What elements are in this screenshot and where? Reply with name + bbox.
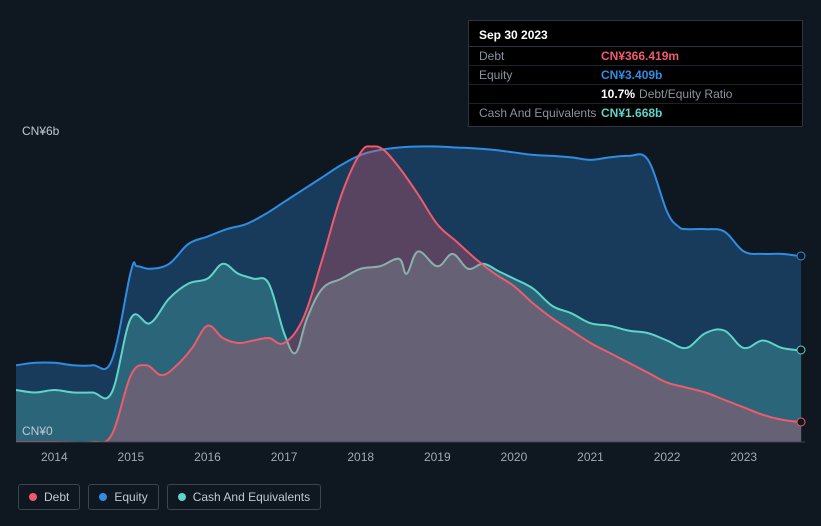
tooltip-row: Cash And EquivalentsCN¥1.668b bbox=[469, 104, 802, 122]
tooltip-row-value: CN¥366.419m bbox=[601, 49, 679, 63]
tooltip-row: 10.7%Debt/Equity Ratio bbox=[469, 85, 802, 104]
x-axis-label: 2023 bbox=[730, 450, 757, 464]
legend-label: Debt bbox=[44, 490, 69, 504]
tooltip-row-label: Equity bbox=[479, 68, 601, 82]
legend-item-debt[interactable]: Debt bbox=[18, 484, 80, 510]
tooltip-row: EquityCN¥3.409b bbox=[469, 66, 802, 85]
tooltip-row-label bbox=[479, 87, 601, 101]
x-axis-label: 2020 bbox=[501, 450, 528, 464]
x-axis-label: 2022 bbox=[654, 450, 681, 464]
tooltip-row-sublabel: Debt/Equity Ratio bbox=[639, 87, 732, 101]
legend-swatch bbox=[99, 493, 107, 501]
legend-swatch bbox=[29, 493, 37, 501]
tooltip-row-label: Debt bbox=[479, 49, 601, 63]
x-axis-label: 2018 bbox=[347, 450, 374, 464]
x-axis-label: 2014 bbox=[41, 450, 68, 464]
legend-item-cash[interactable]: Cash And Equivalents bbox=[167, 484, 321, 510]
chart-tooltip: Sep 30 2023 DebtCN¥366.419mEquityCN¥3.40… bbox=[468, 20, 803, 127]
y-axis-label: CN¥0 bbox=[22, 424, 53, 438]
y-axis-label: CN¥6b bbox=[22, 124, 59, 138]
x-axis-label: 2019 bbox=[424, 450, 451, 464]
tooltip-row: DebtCN¥366.419m bbox=[469, 47, 802, 66]
x-axis-label: 2015 bbox=[118, 450, 145, 464]
tooltip-row-label: Cash And Equivalents bbox=[479, 106, 601, 120]
equity-end-marker bbox=[797, 252, 806, 261]
tooltip-row-value: CN¥1.668b bbox=[601, 106, 662, 120]
tooltip-row-value: CN¥3.409b bbox=[601, 68, 662, 82]
chart-legend: Debt Equity Cash And Equivalents bbox=[18, 484, 321, 510]
x-axis-label: 2021 bbox=[577, 450, 604, 464]
x-axis-label: 2016 bbox=[194, 450, 221, 464]
legend-label: Equity bbox=[114, 490, 147, 504]
chart-container: CN¥6b CN¥0 2014 2015 2016 2017 2018 2019 2020 20… bbox=[0, 0, 821, 526]
cash-end-marker bbox=[797, 346, 806, 355]
x-axis-label: 2017 bbox=[271, 450, 298, 464]
tooltip-title: Sep 30 2023 bbox=[469, 25, 802, 47]
legend-item-equity[interactable]: Equity bbox=[88, 484, 158, 510]
tooltip-row-value: 10.7%Debt/Equity Ratio bbox=[601, 87, 732, 101]
legend-swatch bbox=[178, 493, 186, 501]
debt-end-marker bbox=[797, 418, 806, 427]
legend-label: Cash And Equivalents bbox=[193, 490, 310, 504]
